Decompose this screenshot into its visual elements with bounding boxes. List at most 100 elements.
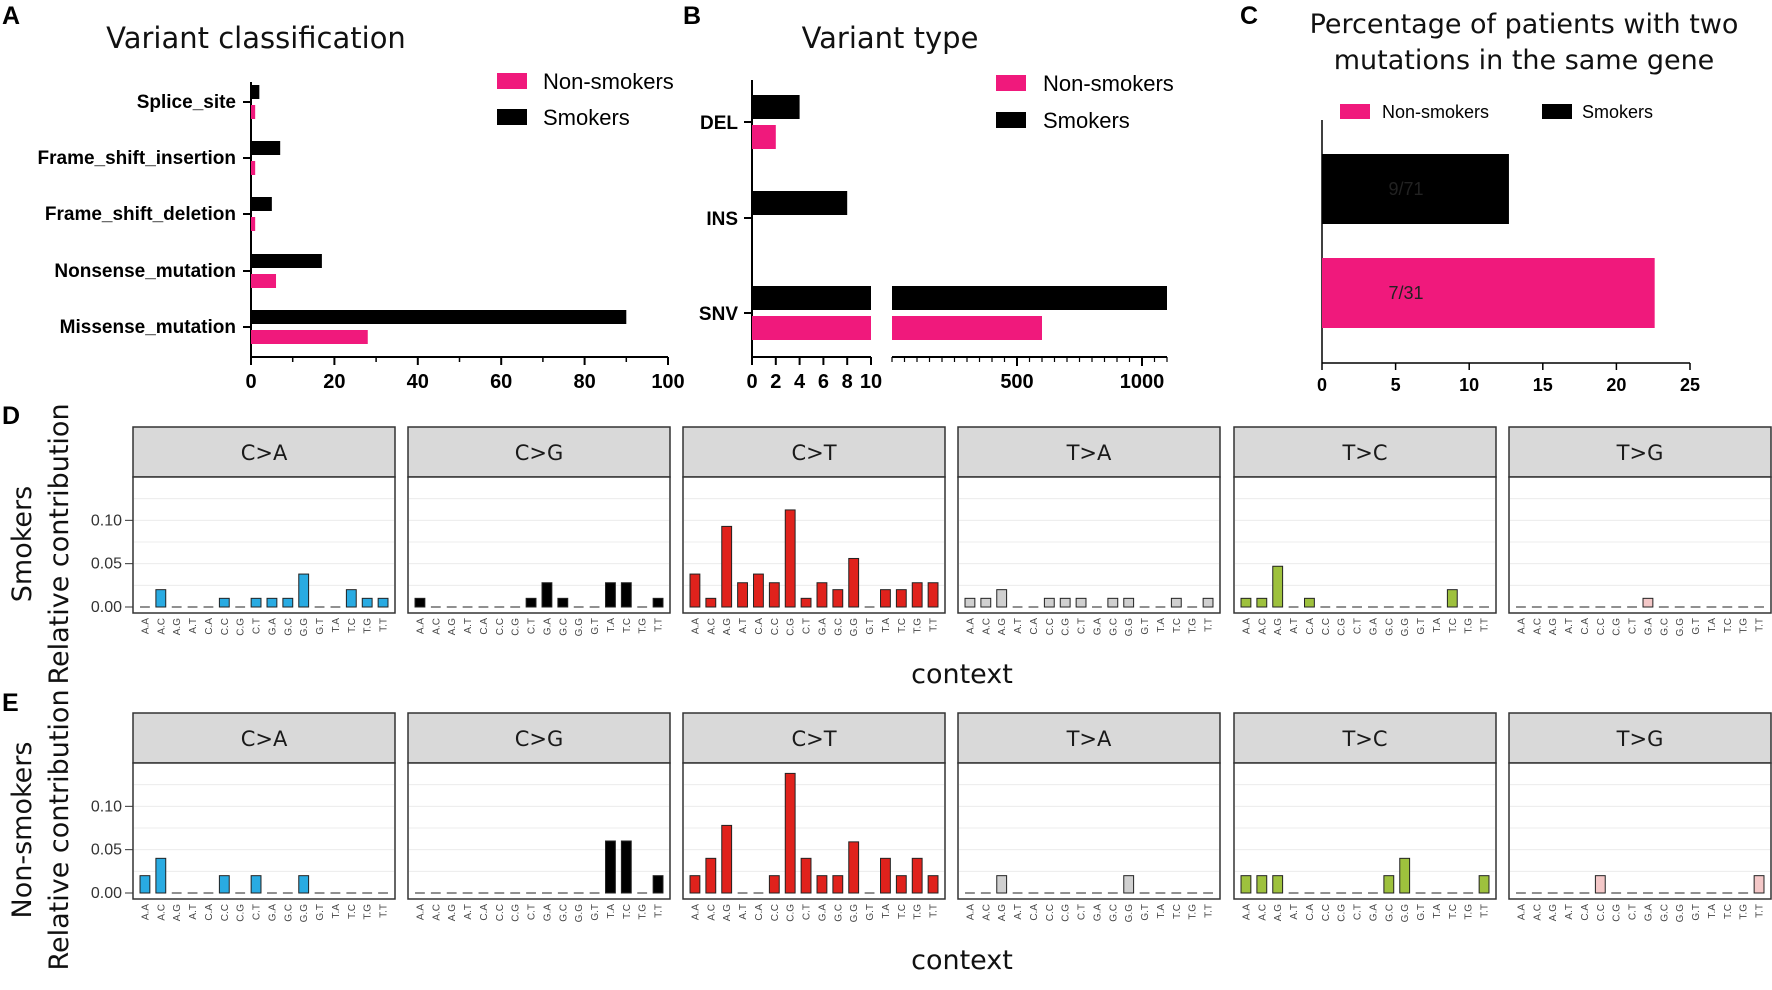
chart-d-facet-c-g-bar-t-c: [620, 582, 632, 608]
chart-e-facet-c-g-context-label: C.A: [479, 904, 490, 921]
chart-d-facet-t-a-bar-c-t: [1075, 597, 1087, 608]
chart-e-facet-t-g-context-label: G.T: [1691, 904, 1702, 921]
chart-d-facet-c-t-context-label: G.G: [849, 618, 860, 637]
chart-c-legend-label-non-smokers: Non-smokers: [1382, 102, 1489, 122]
chart-e-facet-c-a-bar-c-t: [250, 875, 262, 894]
chart-d-facet-c-a-strip: [132, 426, 396, 478]
chart-d-facet-t-g-context-label: G.C: [1659, 618, 1670, 636]
chart-e-facet-c-a-plot-area: [132, 762, 396, 900]
chart-e-facet-t-g-context-label: C.T: [1628, 904, 1639, 920]
chart-d-x-axis-label: context: [911, 659, 1013, 690]
chart-d-facet-t-a-context-label: T.G: [1188, 618, 1199, 634]
chart-e-facet-t-g-bar-c-c: [1594, 875, 1606, 894]
chart-d-facet-t-c-context-label: C.T: [1353, 618, 1364, 634]
chart-d-facet-c-g-context-label: T.T: [654, 618, 665, 632]
chart-e-facet-c-t-context-label: T.C: [897, 904, 908, 919]
chart-e-facet-c-a-context-label: T.G: [363, 904, 374, 920]
chart-d-facet-t-a-context-label: G.C: [1108, 618, 1119, 636]
chart-b-x-tick-label: 8: [842, 371, 853, 393]
chart-e-facet-t-a-bar-a-g: [996, 875, 1008, 894]
chart-d-facet-c-t-context-label: A.A: [690, 618, 701, 634]
panel-e-nonsmokers-signature: Non-smokers Relative contribution 0.00 0.05…: [7, 689, 1772, 976]
chart-a-x-tick-label: 60: [490, 371, 512, 393]
chart-d-facet-c-t-bar-a-a: [689, 573, 701, 608]
chart-e-facet-c-a-context-label: A.A: [140, 904, 151, 920]
chart-d-facet-c-g-context-label: A.G: [447, 618, 458, 635]
chart-d-facet-t-a-strip-label: T>A: [1066, 441, 1112, 465]
chart-d-facet-c-t-context-label: C.T: [802, 618, 813, 634]
chart-e-facet-t-c-context-label: G.A: [1368, 904, 1379, 922]
chart-d-facet-t-c-context-label: A.A: [1241, 618, 1252, 634]
chart-d-facet-t-g-context-label: A.T: [1564, 618, 1575, 634]
chart-d-facet-c-g-context-label: A.T: [463, 618, 474, 634]
chart-a-x-tick-label: 20: [323, 371, 345, 393]
chart-b-bar-nonsmokers-del: [752, 125, 776, 149]
chart-d-facet-t-g-context-label: C.G: [1612, 618, 1623, 636]
chart-d-facet-c-a-bar-c-t: [250, 597, 262, 608]
chart-d-facet-c-g-bar-t-a: [605, 582, 616, 608]
chart-e-y-axis-label: Relative contribution: [44, 689, 75, 970]
chart-d-facet-t-c-context-label: G.C: [1384, 618, 1395, 636]
chart-d-facet-t-c-bar-a-g: [1272, 565, 1284, 608]
chart-e-facet-t-a-context-label: C.G: [1061, 904, 1072, 922]
chart-a-bar-nonsmokers-frame-shift-deletion: [251, 217, 256, 231]
chart-e-facet-c-t-context-label: G.G: [849, 904, 860, 923]
chart-c-legend: Non-smokers Smokers: [1340, 102, 1653, 122]
chart-d-facet-t-g-strip: [1508, 426, 1772, 478]
chart-e-facet-c-a-bar-g-g: [298, 875, 310, 894]
chart-e-facet-t-g-context-label: C.A: [1580, 904, 1591, 921]
chart-d-facet-c-g-context-label: T.C: [622, 618, 633, 633]
chart-e-facet-c-g-context-label: C.T: [527, 904, 538, 920]
chart-c-x-tick-label: 15: [1533, 375, 1553, 395]
chart-d-facet-c-a-context-label: T.C: [347, 618, 358, 633]
chart-e-facet-c-g-strip-label: C>G: [515, 727, 564, 751]
chart-d-facet-c-a-context-label: G.C: [283, 618, 294, 636]
chart-e-facet-t-c-context-label: C.T: [1353, 904, 1364, 920]
panel-label-a: A: [2, 2, 20, 30]
chart-d-facet-t-g-context-label: C.A: [1580, 618, 1591, 635]
chart-c-x-tick-label: 10: [1459, 375, 1479, 395]
chart-d-facet-c-a-context-label: T.T: [379, 618, 390, 632]
chart-d-facet-c-a-context-label: A.A: [140, 618, 151, 634]
chart-b-x-tick-label: 2: [770, 371, 781, 393]
chart-a-title: Variant classification: [106, 21, 406, 55]
chart-d-facet-t-g-context-label: A.A: [1516, 618, 1527, 634]
chart-e-facet-c-t-bar-t-t: [927, 875, 939, 894]
chart-d-facet-c-t-bar-g-g: [848, 557, 860, 608]
chart-d-facet-t-c-strip: [1233, 426, 1497, 478]
chart-e-facet-c-t-bar-t-g: [911, 857, 923, 894]
chart-a-bar-smokers-missense-mutation: [251, 310, 627, 324]
chart-e-facet-c-t-bar-a-c: [705, 857, 717, 894]
chart-a-x-tick-label: 40: [407, 371, 429, 393]
chart-b-x-tick-label: 10: [860, 371, 882, 393]
chart-d-facet-c-t-context-label: C.A: [754, 618, 765, 635]
chart-a-bar-smokers-frame-shift-insertion: [251, 141, 281, 155]
chart-d-facet-t-a-bar-a-a: [964, 597, 976, 608]
chart-d-facet-c-g-bar-c-t: [525, 597, 537, 608]
chart-b-legend-label-smokers: Smokers: [1043, 108, 1130, 133]
chart-e-facet-c-t-context-label: C.T: [802, 904, 813, 920]
chart-e-facet-c-t-context-label: C.G: [786, 904, 797, 922]
chart-d-facet-t-a-context-label: A.A: [965, 618, 976, 634]
chart-e-facet-c-a-strip: [132, 712, 396, 764]
chart-c-x-tick-label: 20: [1606, 375, 1626, 395]
chart-b-x-tick-label: 0: [746, 371, 757, 393]
chart-e-facet-t-g-context-label: A.T: [1564, 904, 1575, 920]
chart-e-facet-c-g-context-label: A.G: [447, 904, 458, 921]
chart-e-facet-t-c-context-label: A.C: [1257, 904, 1268, 921]
chart-d-facet-t-g-context-label: A.C: [1532, 618, 1543, 635]
chart-e-facet-c-a-context-label: A.C: [156, 904, 167, 921]
chart-d-facet-c-a-context-label: C.T: [252, 618, 263, 634]
chart-d-facet-c-g-context-label: G.G: [574, 618, 585, 637]
chart-e-facet-t-c-context-label: C.A: [1305, 904, 1316, 921]
chart-e-facet-c-t-context-label: A.T: [738, 904, 749, 920]
chart-d-facet-c-g-bar-t-t: [652, 597, 664, 608]
chart-a-x-tick-label: 80: [573, 371, 595, 393]
chart-e-facet-t-c-context-label: T.A: [1432, 904, 1443, 919]
chart-d-facet-c-t-context-label: T.T: [929, 618, 940, 632]
chart-a-category-label: Missense_mutation: [60, 317, 236, 338]
chart-d-facet-c-a-context-label: A.C: [156, 618, 167, 635]
chart-e-facet-c-g-context-label: T.A: [606, 904, 617, 919]
chart-e-facet-c-g-context-label: C.G: [511, 904, 522, 922]
chart-e-facet-c-g-context-label: A.T: [463, 904, 474, 920]
